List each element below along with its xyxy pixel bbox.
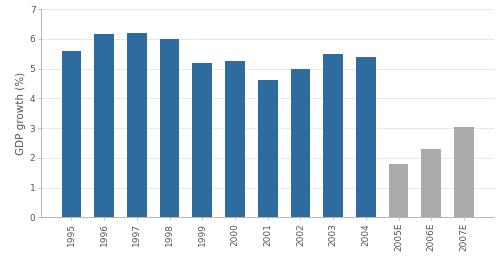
Bar — [356, 57, 376, 217]
Bar — [94, 34, 114, 217]
Bar — [192, 63, 212, 217]
Bar — [225, 61, 245, 217]
Bar — [62, 51, 82, 217]
Bar — [290, 69, 310, 217]
Bar — [454, 127, 474, 217]
Bar — [160, 39, 180, 217]
Bar — [389, 164, 408, 217]
Bar — [324, 54, 343, 217]
Bar — [127, 33, 146, 217]
Bar — [258, 80, 278, 217]
Y-axis label: GDP growth (%): GDP growth (%) — [16, 72, 26, 155]
Bar — [422, 149, 441, 217]
